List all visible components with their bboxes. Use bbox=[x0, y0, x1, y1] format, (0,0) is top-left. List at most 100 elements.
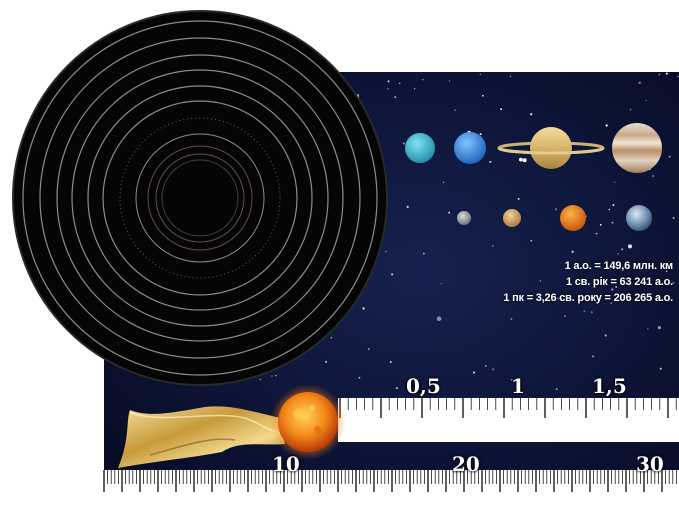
star bbox=[489, 160, 492, 164]
star bbox=[612, 204, 615, 206]
star bbox=[394, 96, 397, 99]
star bbox=[271, 375, 273, 377]
star bbox=[517, 197, 520, 200]
star bbox=[492, 245, 494, 247]
star bbox=[391, 273, 394, 276]
star bbox=[615, 286, 618, 288]
star bbox=[645, 100, 647, 102]
star bbox=[599, 224, 602, 226]
planets-top-row bbox=[405, 123, 662, 173]
earth-icon bbox=[626, 205, 652, 231]
star bbox=[617, 253, 619, 255]
star bbox=[608, 208, 610, 211]
star bbox=[557, 297, 560, 300]
star bbox=[385, 250, 387, 253]
mercury-icon bbox=[457, 211, 471, 225]
star bbox=[590, 311, 593, 314]
star bbox=[522, 158, 527, 163]
star bbox=[259, 378, 261, 381]
star bbox=[583, 310, 586, 313]
star bbox=[358, 376, 361, 379]
star bbox=[604, 334, 607, 337]
star bbox=[614, 181, 616, 183]
star bbox=[481, 94, 484, 97]
star bbox=[611, 288, 614, 291]
uranus-icon bbox=[405, 133, 435, 163]
upper-ruler-label-1: 1 bbox=[511, 374, 525, 398]
star bbox=[621, 248, 624, 251]
star bbox=[448, 211, 451, 214]
star bbox=[530, 113, 533, 116]
neptune-icon bbox=[454, 132, 486, 164]
star bbox=[485, 365, 487, 367]
star bbox=[479, 73, 481, 76]
star bbox=[414, 88, 416, 90]
lower-ruler-label-20: 20 bbox=[452, 452, 480, 476]
star bbox=[367, 348, 370, 350]
distance-facts: 1 а.о. = 149,6 млн. км 1 св. рік = 63 24… bbox=[413, 258, 673, 306]
star bbox=[629, 108, 632, 111]
star bbox=[665, 270, 668, 272]
star bbox=[330, 336, 333, 339]
star bbox=[658, 73, 661, 76]
saturn-icon bbox=[497, 127, 605, 169]
star bbox=[628, 244, 632, 249]
star bbox=[399, 82, 401, 85]
star bbox=[473, 371, 475, 374]
star bbox=[389, 361, 392, 363]
star bbox=[387, 80, 390, 83]
star bbox=[362, 307, 365, 310]
fact-au: 1 а.о. = 149,6 млн. км bbox=[564, 260, 674, 272]
fact-parsec: 1 пк = 3,26 св. року = 206 265 а.о. bbox=[503, 292, 673, 304]
star bbox=[406, 205, 409, 208]
star bbox=[672, 281, 675, 284]
star bbox=[652, 175, 655, 177]
star bbox=[423, 252, 425, 255]
jupiter-icon bbox=[612, 123, 662, 173]
star bbox=[665, 72, 668, 75]
star bbox=[396, 387, 398, 389]
star bbox=[530, 239, 533, 242]
upper-ruler-label-0-5: 0,5 bbox=[406, 374, 441, 398]
upper-ruler-label-1-5: 1,5 bbox=[592, 374, 627, 398]
star bbox=[500, 108, 502, 111]
star bbox=[539, 280, 542, 282]
star bbox=[610, 302, 613, 304]
mars-icon bbox=[503, 209, 521, 227]
star bbox=[605, 124, 608, 127]
star bbox=[519, 157, 523, 162]
star bbox=[436, 316, 442, 322]
star bbox=[448, 80, 451, 82]
star bbox=[595, 232, 598, 235]
lower-ruler bbox=[103, 470, 679, 512]
planets-bottom-row bbox=[457, 205, 652, 231]
star bbox=[571, 250, 574, 253]
fact-light-year: 1 св. рік = 63 241 а.о. bbox=[565, 276, 673, 288]
star bbox=[563, 315, 566, 318]
star bbox=[555, 388, 558, 391]
upper-ruler bbox=[338, 398, 679, 442]
lower-ruler-label-30: 30 bbox=[636, 452, 664, 476]
lower-ruler-label-10: 10 bbox=[272, 452, 300, 476]
star bbox=[657, 326, 662, 330]
star bbox=[672, 217, 675, 219]
venus-icon bbox=[560, 205, 586, 231]
star bbox=[510, 318, 513, 320]
star bbox=[509, 75, 512, 78]
star bbox=[611, 221, 614, 224]
star bbox=[510, 378, 513, 381]
orbit-disc bbox=[12, 10, 388, 386]
star bbox=[659, 367, 662, 370]
star bbox=[442, 181, 445, 184]
star bbox=[647, 328, 649, 330]
star bbox=[555, 208, 558, 211]
sun-icon bbox=[270, 384, 346, 460]
star bbox=[422, 78, 424, 81]
star bbox=[479, 133, 482, 136]
star bbox=[492, 368, 495, 371]
star bbox=[454, 109, 457, 111]
star bbox=[387, 87, 389, 90]
star bbox=[591, 355, 595, 358]
star bbox=[638, 81, 641, 85]
